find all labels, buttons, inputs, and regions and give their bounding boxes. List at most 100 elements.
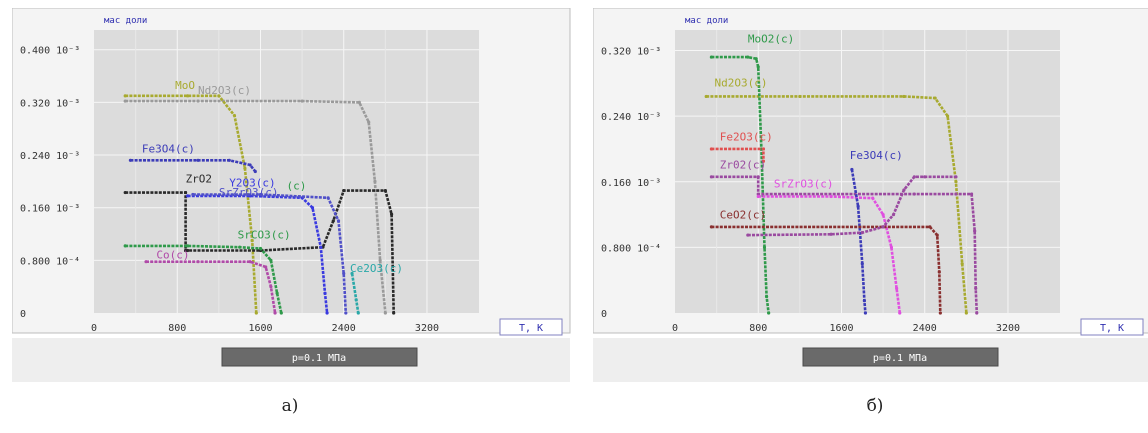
chart-svg: 0 0.800 10⁻⁴ 0.160 10⁻³ 0.240 10⁻³ 0.320 10⁻… [593,8,1148,382]
data-point [326,196,330,200]
data-point [254,311,258,315]
data-point [356,311,360,315]
data-point [946,114,950,118]
data-point [898,311,902,315]
y-tick-label: 0.400 10⁻³ [20,46,80,57]
x-tick-label: 2400 [913,323,937,334]
data-point [123,99,127,103]
data-point [829,194,833,199]
data-point [232,113,237,118]
series-line-zro2 [125,189,395,314]
chart-svg: 0 0.800 10⁻⁴ 0.160 10⁻³ 0.240 10⁻³ 0.320 10⁻… [12,8,571,382]
status-bar-label: p=0.1 МПа [292,353,346,364]
data-point [275,291,279,295]
data-point [895,286,899,290]
y-tick-label: 0.240 10⁻³ [20,151,80,162]
data-point [871,196,875,200]
data-point [798,94,802,99]
data-point [128,158,133,162]
data-point [756,194,760,199]
data-point [344,311,348,315]
x-tick-label: 1600 [829,323,853,334]
data-point [973,229,977,233]
series-label: SrCO3(c) [238,229,291,242]
y-tick-label: 0 [601,309,607,320]
status-bar [221,347,418,367]
data-point [709,225,714,229]
data-point [954,180,958,184]
data-point [756,175,760,179]
x-axis-label: T, K [519,323,543,334]
data-point [960,262,964,266]
series-label: Nd2O3(c) [198,84,251,97]
data-point [937,270,941,274]
data-point [378,258,382,262]
series-label: Fe2O3(c) [720,131,773,144]
series-label: ZrO2 [186,173,213,186]
data-point [186,248,190,253]
data-point [253,169,257,174]
data-point [354,298,358,302]
series-label: CeO2(c) [720,209,766,222]
data-point [186,94,190,98]
data-point [336,219,341,223]
data-point [196,99,200,103]
grid [675,30,1060,313]
data-point [764,294,769,299]
data-point [350,271,354,276]
series-line-nd2o3-c- [125,99,387,314]
data-point [248,163,252,167]
data-point [300,99,304,103]
data-point [912,192,916,196]
data-point [756,65,760,69]
data-point [935,233,939,237]
data-point [746,233,750,237]
data-point [912,175,916,179]
data-point [829,232,833,236]
data-point [902,94,906,99]
series-label: Fe3O4(c) [142,142,195,155]
series-label: Y2O3(c) [229,177,275,190]
y-tick-label: 0.160 10⁻³ [601,178,661,189]
panel-caption-b: б) [866,396,884,416]
data-point [746,55,750,59]
data-point [862,299,866,303]
data-point [383,311,387,315]
data-point [227,158,231,162]
y-tick-label: 0.320 10⁻³ [20,98,80,109]
x-label-box [1080,318,1144,336]
series-label: SrZrO3(c) [774,177,834,190]
y-tick-label: 0.800 10⁻⁴ [20,256,80,267]
series-line-co-c- [146,260,277,314]
data-point [933,96,937,100]
data-point [856,204,860,208]
data-point [964,311,968,315]
data-point [709,55,714,59]
data-point [323,291,327,295]
data-point [975,311,979,315]
data-point [269,258,273,262]
x-label-box [499,318,563,336]
series-label: Co(c) [156,248,189,261]
data-point [186,194,190,198]
data-point [144,260,148,264]
data-point [269,285,273,289]
data-point [264,265,268,269]
data-point [389,212,394,216]
data-point [258,246,263,251]
data-point [761,147,766,151]
data-point [767,311,771,315]
data-point [891,212,896,217]
status-bar [802,347,999,367]
data-point [969,192,974,196]
data-point [383,188,387,193]
data-point [756,192,760,196]
data-point [238,245,242,249]
status-bar-label: p=0.1 МПа [873,353,927,364]
series-line-nd2o3-c- [706,95,968,314]
x-tick-label: 800 [168,323,186,334]
series-label: (c) [287,179,307,192]
x-tick-label: 2400 [332,323,356,334]
data-point [248,260,252,264]
plot-area [675,30,1060,313]
